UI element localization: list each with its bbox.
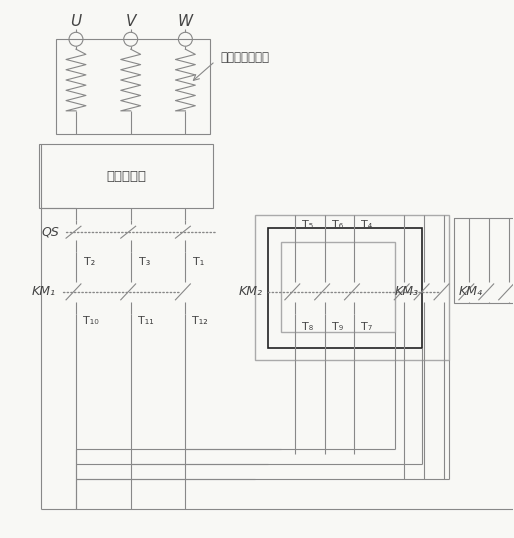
Text: KM₁: KM₁ bbox=[32, 285, 56, 299]
Text: T₇: T₇ bbox=[361, 322, 373, 332]
Text: T₂: T₂ bbox=[84, 257, 95, 267]
Text: T₁₁: T₁₁ bbox=[138, 316, 153, 325]
Text: T₁₂: T₁₂ bbox=[192, 316, 208, 325]
Text: KM₄: KM₄ bbox=[459, 285, 483, 299]
Bar bbox=[281, 242, 395, 331]
Bar bbox=[39, 144, 213, 208]
Bar bbox=[56, 39, 210, 134]
Text: T₄: T₄ bbox=[361, 220, 373, 230]
Text: KM₂: KM₂ bbox=[239, 285, 263, 299]
Bar bbox=[454, 218, 514, 303]
Text: U: U bbox=[70, 14, 82, 29]
Text: T₈: T₈ bbox=[302, 322, 313, 332]
Text: T₃: T₃ bbox=[139, 257, 150, 267]
Text: T₁₀: T₁₀ bbox=[83, 316, 99, 325]
Bar bbox=[268, 228, 422, 348]
Text: V: V bbox=[125, 14, 136, 29]
Text: 三相感应调压器: 三相感应调压器 bbox=[220, 51, 269, 63]
Bar bbox=[255, 215, 449, 359]
Text: T₁: T₁ bbox=[193, 257, 205, 267]
Text: T₆: T₆ bbox=[332, 220, 343, 230]
Text: W: W bbox=[178, 14, 193, 29]
Text: 出厂试验台: 出厂试验台 bbox=[106, 169, 146, 182]
Text: KM₃: KM₃ bbox=[394, 285, 418, 299]
Text: T₅: T₅ bbox=[302, 220, 313, 230]
Text: QS: QS bbox=[41, 226, 59, 239]
Text: T₉: T₉ bbox=[332, 322, 343, 332]
